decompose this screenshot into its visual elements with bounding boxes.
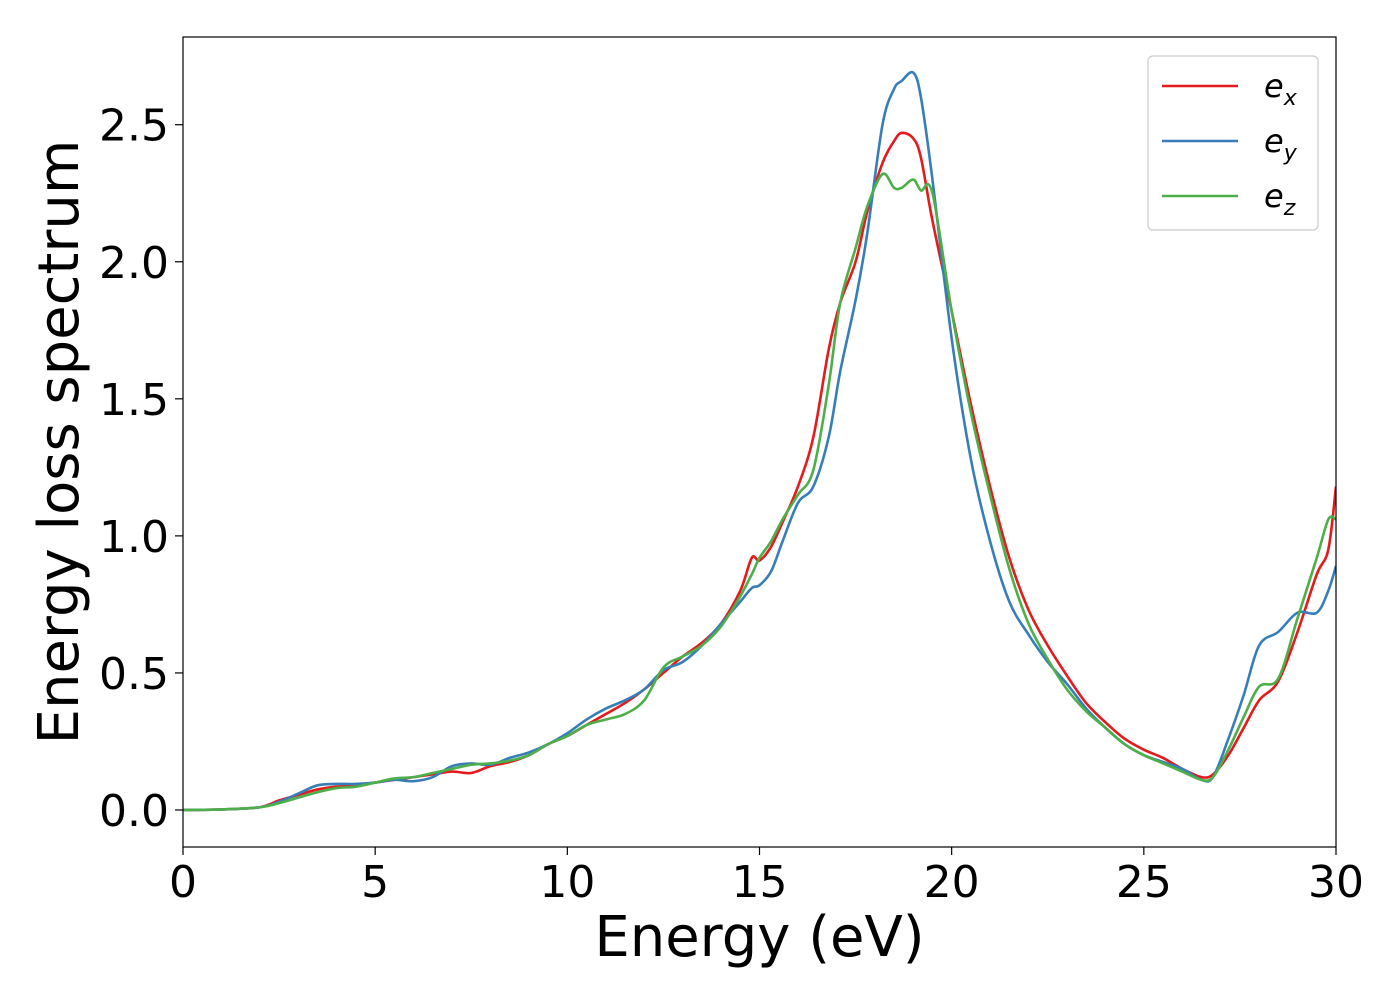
legend-label-z: ez xyxy=(1264,177,1296,221)
y-tick-label: 1.0 xyxy=(99,512,169,563)
legend-label-subscript: z xyxy=(1283,196,1296,221)
legend-label-subscript: x xyxy=(1283,86,1298,111)
y-tick-label: 2.5 xyxy=(99,101,169,152)
legend-label-base: e xyxy=(1264,67,1284,105)
x-tick-label: 30 xyxy=(1308,857,1364,908)
x-axis-label: Energy (eV) xyxy=(594,905,924,970)
x-tick-label: 10 xyxy=(539,857,595,908)
y-tick-label: 1.5 xyxy=(99,375,169,426)
y-axis-label: Energy loss spectrum xyxy=(27,140,92,745)
legend-label-x: ex xyxy=(1264,67,1298,111)
y-tick-label: 2.0 xyxy=(99,238,169,289)
series-layer xyxy=(183,70,1336,812)
legend-label-y: ey xyxy=(1264,122,1298,166)
x-tick-label: 20 xyxy=(924,857,980,908)
y-tick-label: 0.5 xyxy=(99,649,169,700)
legend-label-subscript: y xyxy=(1283,141,1298,166)
series-line-x xyxy=(183,131,1336,812)
x-tick-label: 5 xyxy=(361,857,389,908)
y-tick-label: 0.0 xyxy=(99,786,169,837)
x-tick-label: 25 xyxy=(1116,857,1172,908)
legend-label-base: e xyxy=(1264,177,1284,215)
x-tick-label: 15 xyxy=(732,857,788,908)
ticks-layer: 0 5 10 15 20 25 30 0.0 0.5 1.0 1.5 2.0 2.5 xyxy=(99,101,1364,908)
x-tick-label: 0 xyxy=(169,857,197,908)
legend-box xyxy=(1147,55,1319,231)
legend-label-base: e xyxy=(1264,122,1284,160)
series-line-z xyxy=(183,172,1336,812)
